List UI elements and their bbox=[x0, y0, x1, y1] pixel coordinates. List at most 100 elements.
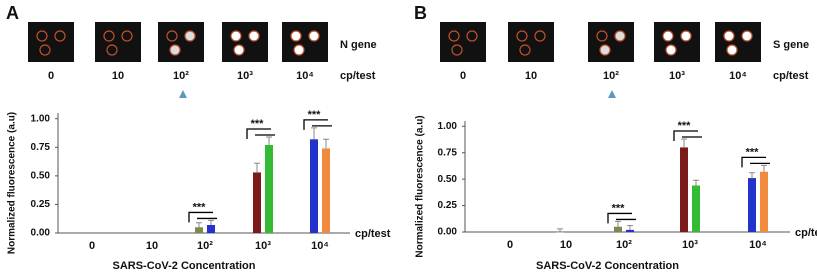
image-frame bbox=[95, 22, 141, 62]
error-bar bbox=[761, 164, 767, 172]
well bbox=[451, 44, 463, 56]
x-unit: cp/test bbox=[795, 227, 817, 239]
bar bbox=[614, 226, 622, 232]
y-tick-label: 0.50 bbox=[438, 174, 458, 185]
error-bar bbox=[266, 136, 272, 145]
marker-triangle bbox=[179, 90, 187, 98]
well bbox=[166, 30, 178, 42]
significance-bracket bbox=[303, 119, 332, 130]
image-label: 10⁴ bbox=[729, 70, 747, 82]
well bbox=[448, 30, 460, 42]
well-image bbox=[715, 22, 761, 62]
well bbox=[680, 30, 692, 42]
y-tick-label: 1.00 bbox=[31, 113, 51, 124]
significance-label: *** bbox=[746, 146, 760, 158]
well bbox=[169, 44, 181, 56]
well bbox=[741, 30, 753, 42]
x-tick-label: 10² bbox=[197, 240, 213, 252]
image-label: 10 bbox=[525, 70, 537, 82]
bar bbox=[310, 139, 318, 233]
well bbox=[54, 30, 66, 42]
well bbox=[290, 30, 302, 42]
bar bbox=[626, 229, 634, 232]
y-tick-label: 0.25 bbox=[31, 199, 51, 210]
well bbox=[596, 30, 608, 42]
well bbox=[184, 30, 196, 42]
well bbox=[614, 30, 626, 42]
x-axis-label: SARS-CoV-2 Concentration bbox=[536, 260, 679, 272]
well-image bbox=[158, 22, 204, 62]
image-frame bbox=[282, 22, 328, 62]
bar bbox=[195, 227, 203, 233]
well bbox=[230, 30, 242, 42]
error-bar bbox=[681, 138, 687, 148]
well bbox=[308, 30, 320, 42]
error-bar bbox=[196, 222, 202, 228]
image-label: 0 bbox=[48, 70, 54, 82]
x-axis-label: SARS-CoV-2 Concentration bbox=[112, 260, 255, 272]
well-image bbox=[654, 22, 700, 62]
y-tick-label: 0.75 bbox=[31, 142, 51, 153]
well bbox=[534, 30, 546, 42]
image-label: 10³ bbox=[237, 70, 253, 82]
bar bbox=[748, 178, 756, 232]
well bbox=[599, 44, 611, 56]
well bbox=[121, 30, 133, 42]
significance-label: *** bbox=[308, 109, 322, 121]
well-image bbox=[508, 22, 554, 62]
image-label: 10² bbox=[173, 70, 189, 82]
significance-bracket bbox=[741, 156, 770, 168]
marker-triangle bbox=[608, 90, 616, 98]
image-frame bbox=[588, 22, 634, 62]
y-tick-label: 0.25 bbox=[438, 200, 458, 211]
well bbox=[723, 30, 735, 42]
well bbox=[39, 44, 51, 56]
well bbox=[248, 30, 260, 42]
well bbox=[106, 44, 118, 56]
bar bbox=[265, 145, 273, 233]
x-unit: cp/test bbox=[355, 228, 391, 240]
well-image bbox=[588, 22, 634, 62]
panel-label: B bbox=[414, 3, 427, 23]
x-tick-label: 10² bbox=[616, 239, 632, 251]
y-tick-label: 0.00 bbox=[31, 228, 51, 239]
y-axis-label: Normalized fluorescence (a.u) bbox=[7, 112, 18, 254]
image-frame bbox=[508, 22, 554, 62]
significance-bracket bbox=[246, 128, 275, 139]
bar bbox=[692, 185, 700, 232]
error-bar bbox=[615, 220, 621, 227]
image-label: 10³ bbox=[669, 70, 685, 82]
significance-label: *** bbox=[251, 118, 265, 130]
y-tick-label: 0.50 bbox=[31, 170, 51, 181]
error-bar bbox=[749, 172, 755, 179]
y-axis-label: Normalized fluorescence (a.u) bbox=[415, 115, 426, 257]
well bbox=[466, 30, 478, 42]
image-frame bbox=[158, 22, 204, 62]
bar bbox=[207, 225, 215, 233]
well bbox=[36, 30, 48, 42]
x-tick-label: 10³ bbox=[255, 240, 271, 252]
x-tick-label: 0 bbox=[89, 240, 95, 252]
image-unit: cp/test bbox=[773, 70, 809, 82]
well-image bbox=[282, 22, 328, 62]
x-tick-label: 0 bbox=[507, 239, 513, 251]
significance-bracket bbox=[673, 130, 702, 141]
bar bbox=[253, 172, 261, 233]
well bbox=[665, 44, 677, 56]
image-label: 0 bbox=[460, 70, 466, 82]
image-frame bbox=[440, 22, 486, 62]
y-tick-label: 0.00 bbox=[438, 227, 458, 238]
error-bar bbox=[311, 127, 317, 140]
error-bar bbox=[557, 228, 563, 232]
well bbox=[516, 30, 528, 42]
image-label: 10 bbox=[112, 70, 124, 82]
well-image bbox=[440, 22, 486, 62]
well-image bbox=[222, 22, 268, 62]
well bbox=[103, 30, 115, 42]
well bbox=[293, 44, 305, 56]
well bbox=[662, 30, 674, 42]
error-bar bbox=[693, 179, 699, 186]
well-image bbox=[28, 22, 74, 62]
significance-label: *** bbox=[678, 120, 692, 132]
image-label: 10² bbox=[603, 70, 619, 82]
